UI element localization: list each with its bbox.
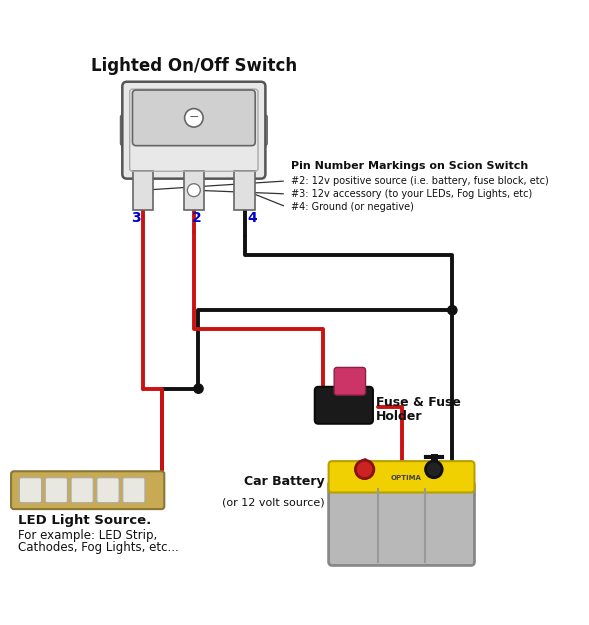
FancyBboxPatch shape <box>71 478 93 502</box>
FancyBboxPatch shape <box>97 478 119 502</box>
FancyBboxPatch shape <box>133 171 153 209</box>
FancyBboxPatch shape <box>329 481 475 566</box>
FancyBboxPatch shape <box>123 478 145 502</box>
Text: Holder: Holder <box>376 410 422 423</box>
FancyBboxPatch shape <box>133 90 255 146</box>
Text: OPTIMA: OPTIMA <box>391 475 422 481</box>
Text: (or 12 volt source): (or 12 volt source) <box>222 497 325 507</box>
Text: LED Light Source.: LED Light Source. <box>18 514 152 527</box>
Text: Car Battery: Car Battery <box>244 475 325 488</box>
FancyBboxPatch shape <box>247 114 267 146</box>
Circle shape <box>194 384 203 393</box>
Text: 4: 4 <box>247 211 257 226</box>
Circle shape <box>184 109 203 127</box>
Text: #4: Ground (or negative): #4: Ground (or negative) <box>291 202 413 212</box>
Circle shape <box>425 461 442 478</box>
Text: 2: 2 <box>192 211 201 226</box>
FancyBboxPatch shape <box>45 478 67 502</box>
Text: Fuse & Fuse: Fuse & Fuse <box>376 396 461 409</box>
FancyBboxPatch shape <box>19 478 42 502</box>
FancyBboxPatch shape <box>184 171 204 209</box>
FancyBboxPatch shape <box>123 82 266 179</box>
Text: 3: 3 <box>131 211 141 226</box>
Text: Cathodes, Fog Lights, etc...: Cathodes, Fog Lights, etc... <box>18 541 179 554</box>
FancyBboxPatch shape <box>334 368 366 395</box>
Text: For example: LED Strip,: For example: LED Strip, <box>18 529 158 541</box>
Text: −: − <box>188 111 199 124</box>
Text: #3: 12v accessory (to your LEDs, Fog Lights, etc): #3: 12v accessory (to your LEDs, Fog Lig… <box>291 189 532 199</box>
Text: Pin Number Markings on Scion Switch: Pin Number Markings on Scion Switch <box>291 161 528 171</box>
Text: Lighted On/Off Switch: Lighted On/Off Switch <box>91 58 297 75</box>
FancyBboxPatch shape <box>11 471 164 509</box>
Text: #2: 12v positive source (i.e. battery, fuse block, etc): #2: 12v positive source (i.e. battery, f… <box>291 176 548 186</box>
Circle shape <box>355 460 374 479</box>
FancyBboxPatch shape <box>329 461 475 492</box>
FancyBboxPatch shape <box>315 387 373 424</box>
FancyBboxPatch shape <box>121 114 141 146</box>
Circle shape <box>448 306 457 315</box>
FancyBboxPatch shape <box>234 171 255 209</box>
Circle shape <box>187 184 200 197</box>
